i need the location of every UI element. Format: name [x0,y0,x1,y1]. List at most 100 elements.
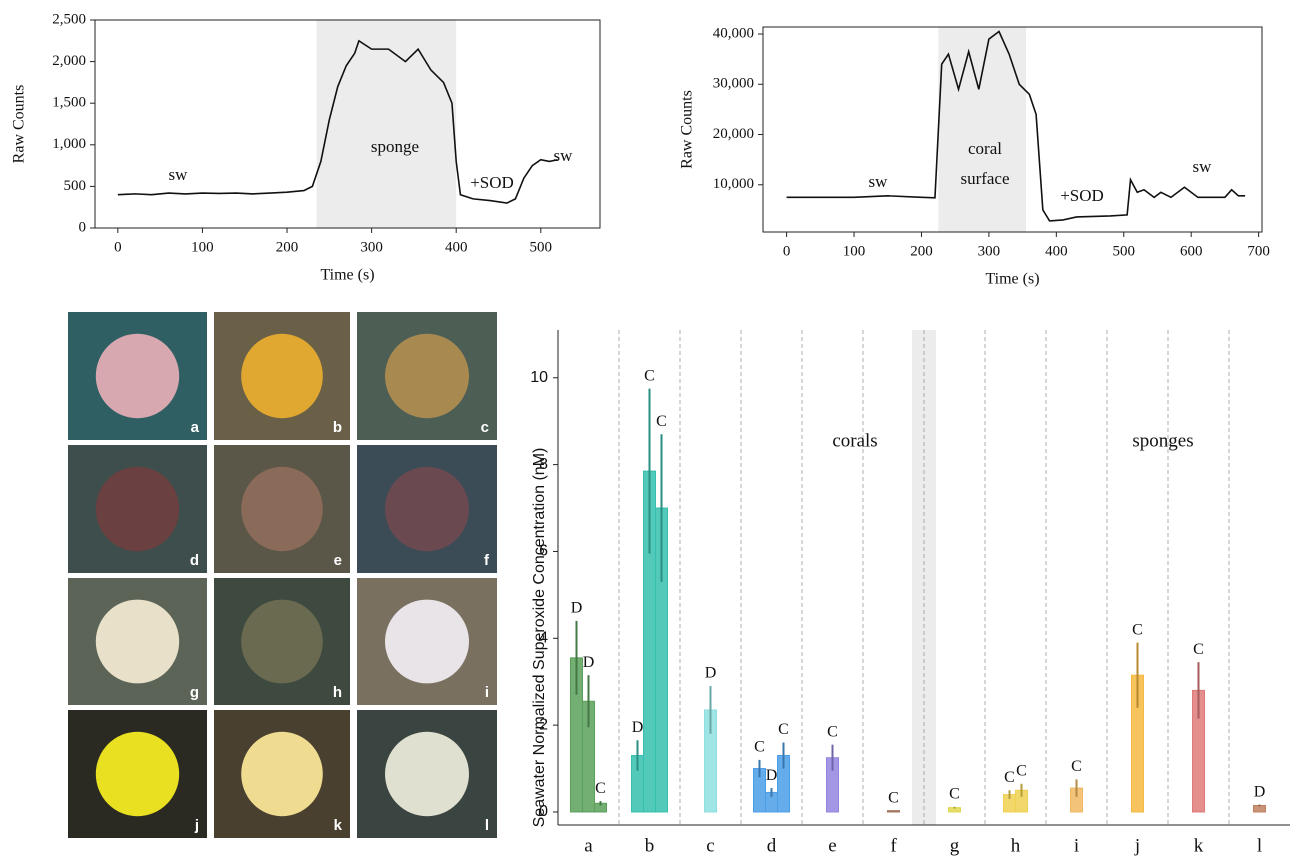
x-tick-label: 300 [978,243,1001,259]
significance-letter: C [1071,758,1082,775]
significance-letter: C [827,723,838,740]
annotation: sw [1193,157,1213,176]
photo-subject [96,334,179,418]
photo-subject [96,600,179,684]
y-tick-label: 2,500 [52,11,86,27]
x-axis-label: Time (s) [320,267,374,284]
photo-label: c [481,419,489,436]
y-axis-label: Seawater Normalized Superoxide Concentra… [531,448,548,828]
y-tick-label: 1,000 [52,136,86,152]
x-tick-label: 500 [530,239,553,255]
annotation: coral [968,139,1002,158]
significance-letter: C [1193,641,1204,658]
y-tick-label: 40,000 [713,25,754,41]
x-axis-label: Time (s) [985,271,1039,288]
x-tick-label: e [828,835,836,856]
significance-letter: D [632,719,644,736]
significance-letter: D [1254,783,1266,800]
significance-letter: D [766,767,778,784]
figure: abcdefghijkl010020030040050005001,0001,5… [0,0,1292,864]
photo-subject [241,334,323,418]
x-tick-label: l [1257,835,1262,856]
photo-label: l [485,817,489,834]
x-tick-label: h [1011,835,1021,856]
x-tick-label: 0 [783,243,791,259]
x-tick-label: 100 [843,243,866,259]
photo-label: g [190,684,199,701]
photo-subject [241,600,323,684]
x-tick-label: 500 [1113,243,1136,259]
photo-label: j [194,817,199,834]
photo-subject [241,467,323,551]
x-tick-label: 100 [191,239,214,255]
x-tick-label: 400 [1045,243,1068,259]
x-tick-label: 200 [276,239,299,255]
page: {"chart_data": [ {"type": "line", "xlabe… [0,0,1292,864]
photo-subject [385,334,469,418]
x-tick-label: a [584,835,593,856]
photo-label: e [334,552,342,569]
annotation: sw [169,165,189,184]
significance-letter: C [888,789,899,806]
shaded-region [938,27,1026,232]
x-tick-label: i [1074,835,1079,856]
annotation: sw [869,172,889,191]
photo-label: i [485,684,489,701]
significance-letter: D [583,654,595,671]
photo-label: a [191,419,200,436]
significance-letter: C [595,780,606,797]
significance-letter: C [778,721,789,738]
annotation: +SOD [470,173,514,192]
y-tick-label: 500 [64,178,87,194]
annotation: sw [554,146,574,165]
x-tick-label: k [1194,835,1204,856]
y-tick-label: 2,000 [52,53,86,69]
x-tick-label: d [767,835,777,856]
x-tick-label: j [1134,835,1140,856]
y-tick-label: 30,000 [713,76,754,92]
photo-subject [385,467,469,551]
y-axis-label: Raw Counts [11,85,28,164]
x-tick-label: 700 [1247,243,1270,259]
y-tick-label: 10 [530,369,548,386]
significance-letter: D [705,665,717,682]
annotation: +SOD [1060,186,1104,205]
significance-letter: C [754,739,765,756]
x-tick-label: 300 [360,239,383,255]
x-tick-label: 400 [445,239,468,255]
photo-label: k [334,817,343,834]
x-tick-label: c [706,835,714,856]
y-tick-label: 1,500 [52,95,86,111]
photo-subject [96,732,179,816]
photo-label: h [333,684,342,701]
significance-letter: C [656,413,667,430]
annotation: surface [960,169,1009,188]
annotation: sponge [371,137,419,156]
significance-letter: C [949,785,960,802]
significance-letter: D [571,600,583,617]
y-tick-label: 20,000 [713,126,754,142]
significance-letter: C [1132,621,1143,638]
x-tick-label: 600 [1180,243,1203,259]
shaded-region [317,20,457,228]
bar [1254,805,1266,812]
photo-subject [96,467,179,551]
x-tick-label: f [890,835,897,856]
y-axis-label: Raw Counts [679,90,696,169]
significance-letter: C [1016,762,1027,779]
annotation: corals [832,430,877,451]
photo-subject [241,732,323,816]
x-tick-label: 0 [114,239,122,255]
x-tick-label: b [645,835,655,856]
bar [888,811,900,812]
photo-subject [385,600,469,684]
photo-label: d [190,552,199,569]
significance-letter: C [1004,769,1015,786]
x-tick-label: g [950,835,960,856]
significance-letter: C [644,367,655,384]
annotation: sponges [1132,430,1193,451]
photo-subject [385,732,469,816]
x-tick-label: 200 [910,243,933,259]
y-tick-label: 0 [79,219,87,235]
y-tick-label: 10,000 [713,176,754,192]
